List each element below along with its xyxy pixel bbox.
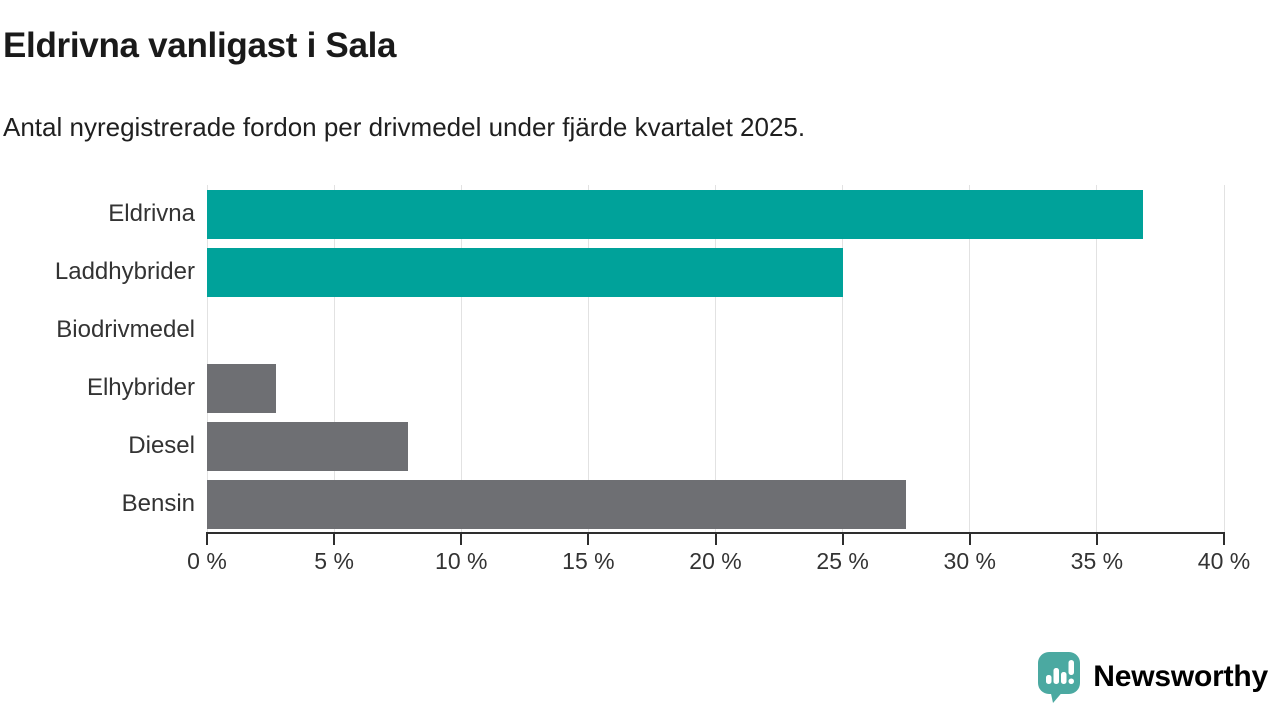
bar-elhybrider — [207, 363, 276, 413]
x-axis-tick — [1095, 534, 1098, 545]
gridline — [206, 185, 208, 533]
bar-eldrivna — [207, 189, 1143, 239]
x-axis-tick-label: 0 % — [187, 548, 227, 574]
brand-logo: Newsworthy — [1037, 650, 1268, 704]
x-axis-tick-label: 40 % — [1197, 548, 1251, 574]
gridline — [715, 185, 716, 533]
bar-diesel — [207, 421, 408, 471]
newsworthy-logo-icon — [1038, 652, 1081, 703]
x-axis-tick — [333, 534, 336, 545]
x-axis-tick — [841, 534, 844, 545]
x-axis-line — [206, 532, 1225, 534]
x-axis-tick — [1223, 534, 1225, 545]
bar-bensin — [207, 479, 907, 529]
gridline — [1223, 185, 1225, 533]
y-axis-label: Laddhybrider — [54, 258, 195, 285]
chart-title: Eldrivna vanligast i Sala — [3, 26, 397, 65]
gridline — [969, 185, 971, 533]
x-axis-tick — [968, 534, 971, 545]
x-axis-tick — [714, 534, 717, 545]
gridline — [587, 185, 589, 533]
y-axis-label: Eldrivna — [108, 200, 195, 227]
x-axis-tick-label: 5 % — [314, 548, 354, 574]
x-axis-tick — [206, 534, 208, 545]
x-axis-tick — [460, 534, 463, 545]
gridline — [842, 185, 844, 533]
brand-name: Newsworthy — [1093, 660, 1268, 693]
x-axis-tick-label: 20 % — [689, 548, 742, 574]
y-axis-label: Elhybrider — [86, 374, 195, 401]
x-axis-tick-label: 10 % — [435, 548, 488, 574]
gridline — [333, 185, 335, 533]
gridline — [460, 185, 462, 533]
y-axis-label: Diesel — [128, 432, 195, 459]
plot-area — [206, 185, 1225, 533]
y-axis-label: Bensin — [121, 490, 195, 517]
bar-laddhybrider — [207, 247, 843, 297]
x-axis-tick-label: 15 % — [562, 548, 615, 574]
y-axis-label: Biodrivmedel — [56, 316, 195, 343]
chart-subtitle: Antal nyregistrerade fordon per drivmede… — [3, 112, 806, 142]
x-axis-tick-label: 35 % — [1070, 548, 1124, 574]
x-axis-tick-label: 30 % — [943, 548, 996, 574]
gridline — [1096, 185, 1098, 533]
x-axis-tick-label: 25 % — [816, 548, 869, 574]
x-axis-tick — [587, 534, 590, 545]
